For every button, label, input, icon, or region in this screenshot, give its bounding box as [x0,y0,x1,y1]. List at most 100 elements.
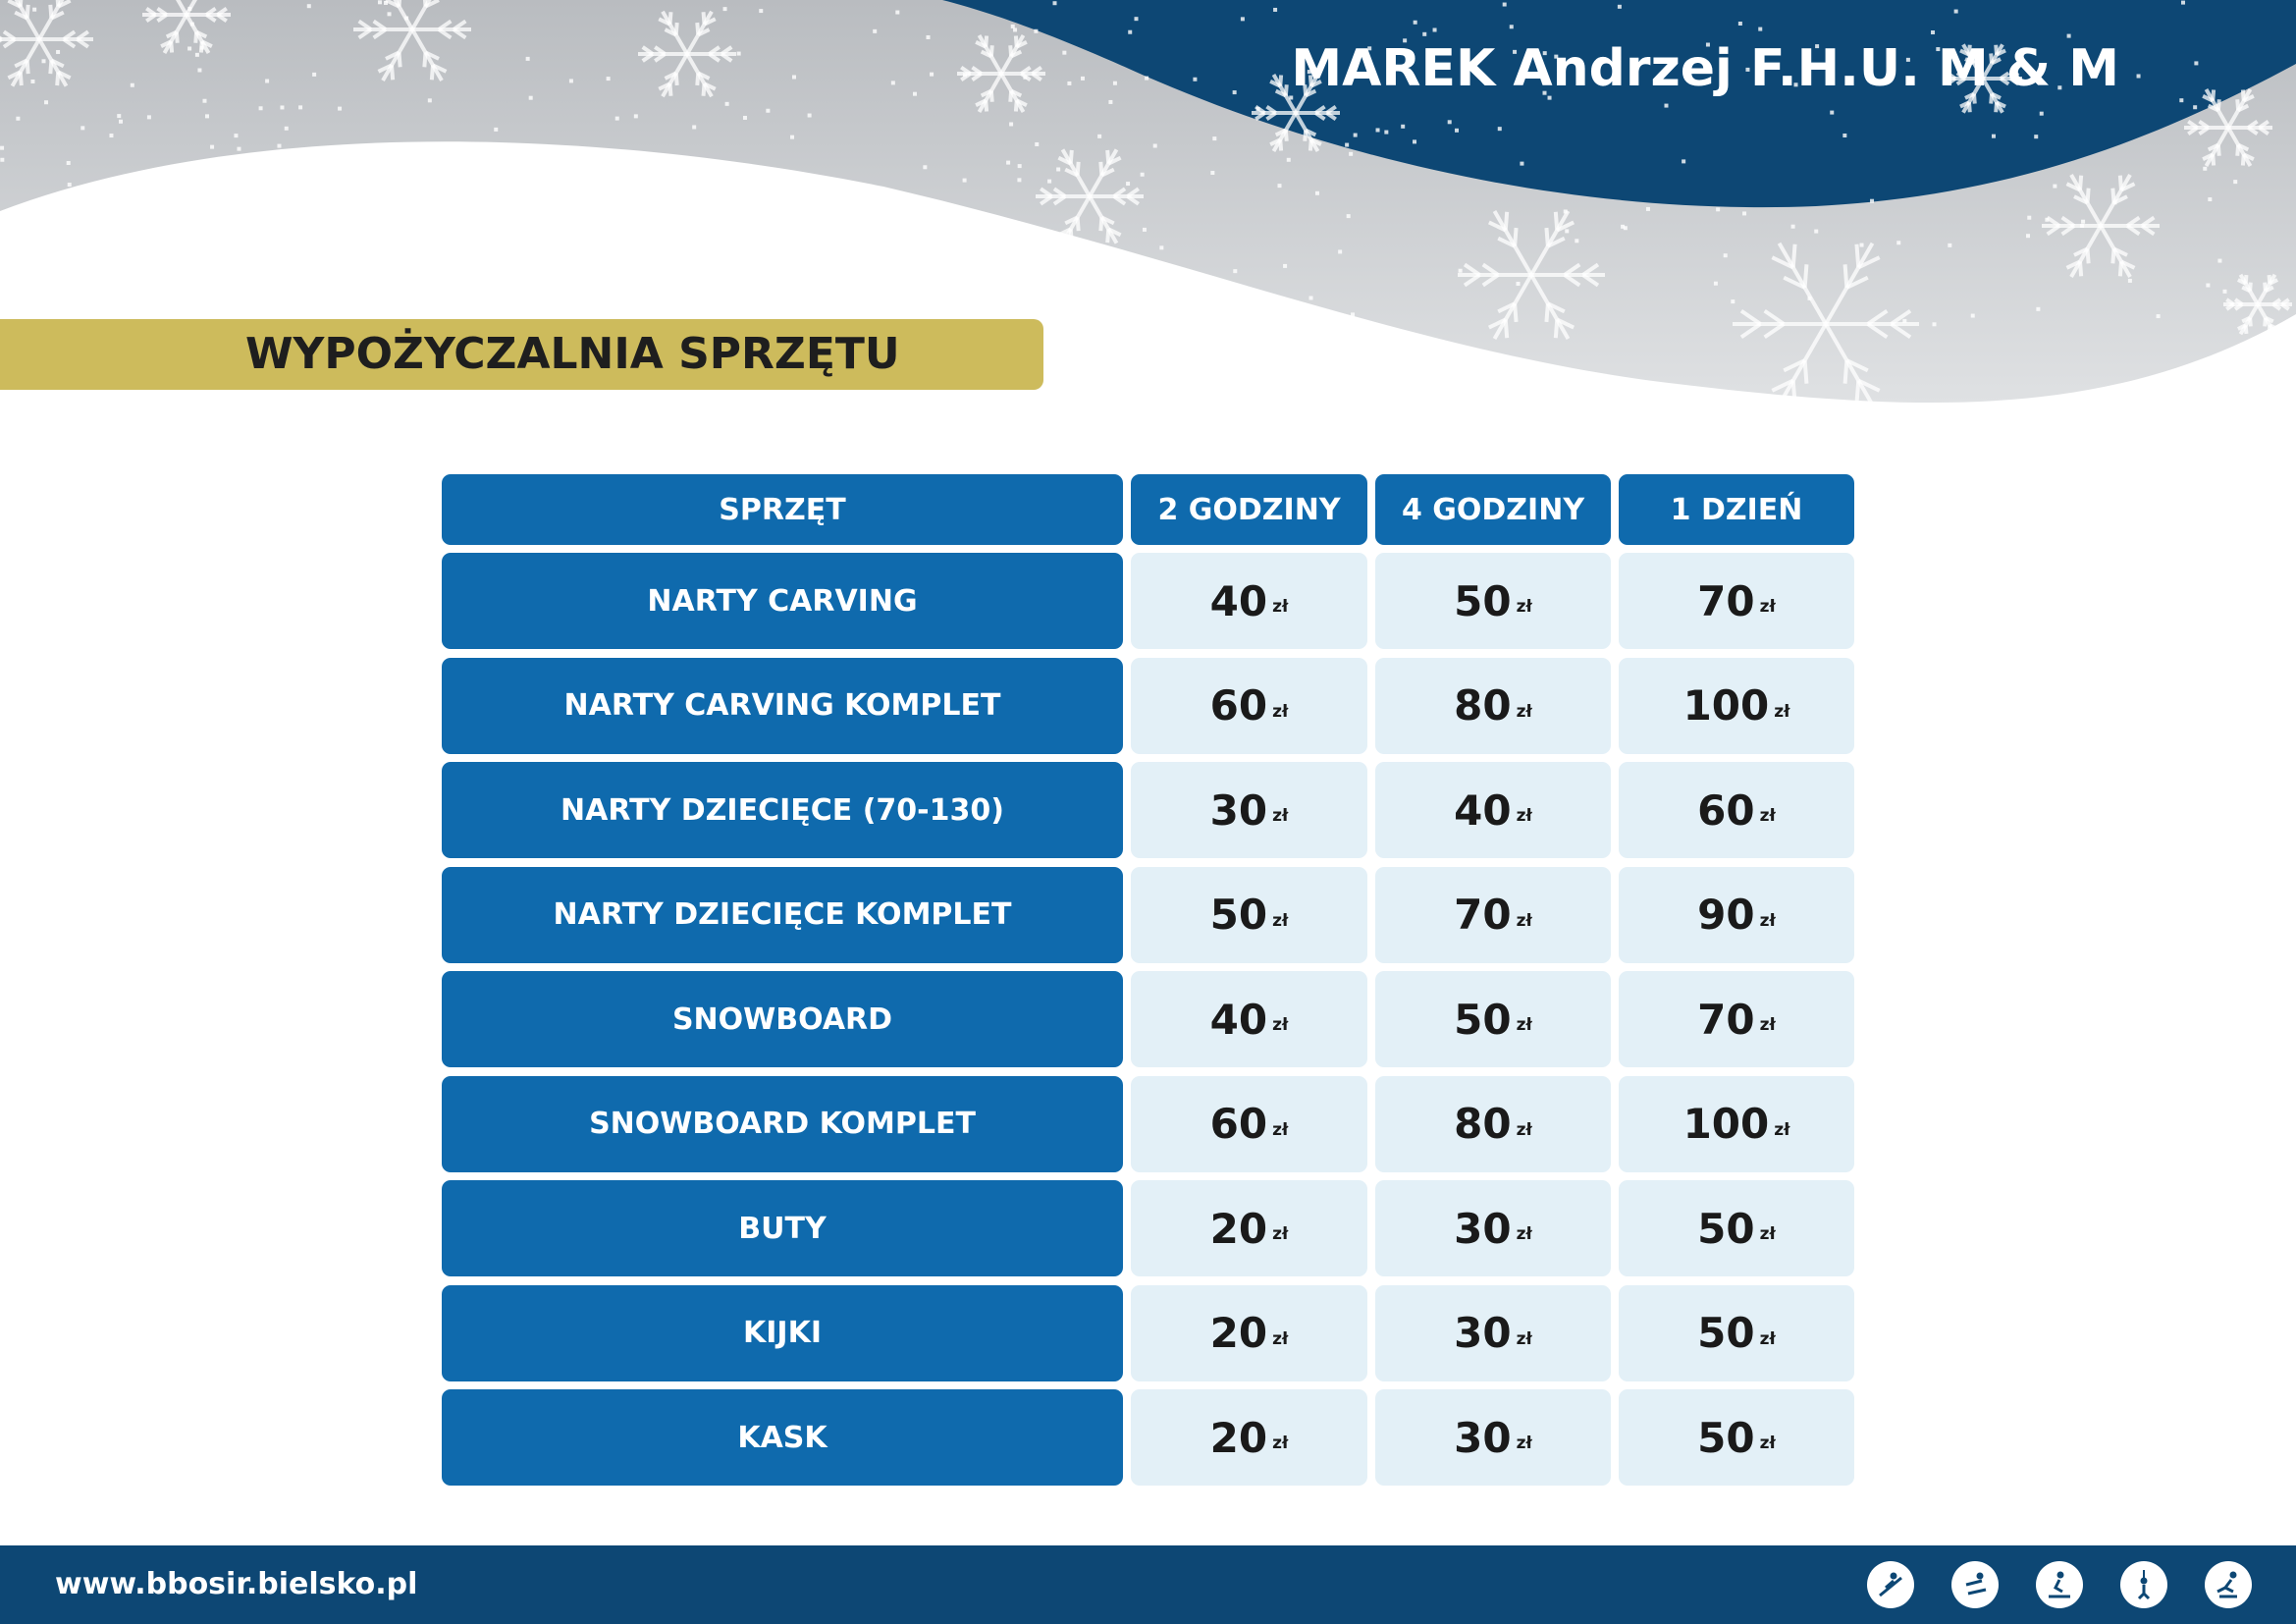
currency-unit: zł [1759,1434,1776,1453]
equipment-name: KIJKI [442,1284,1123,1381]
currency-unit: zł [1759,1224,1776,1244]
snowflake-icon [1036,148,1144,244]
price-value: 50 [1697,1204,1755,1253]
table-header-cell: 2 GODZINY [1131,474,1367,545]
currency-unit: zł [1774,1119,1790,1140]
price-value: 50 [1697,1413,1755,1462]
currency-unit: zł [1272,1119,1289,1140]
price-cell: 60 zł [1131,1075,1367,1172]
price-value: 40 [1209,995,1268,1044]
footer: www.bbosir.bielsko.pl [0,1545,2296,1624]
equipment-name: NARTY CARVING KOMPLET [442,657,1123,754]
currency-unit: zł [1516,1328,1532,1349]
currency-unit: zł [1272,1434,1289,1453]
price-cell: 50 zł [1619,1389,1854,1486]
equipment-name: SNOWBOARD KOMPLET [442,1075,1123,1172]
snowflake-icon [1458,210,1605,340]
currency-unit: zł [1272,910,1289,931]
price-cell: 100 zł [1619,657,1854,754]
price-cell: 50 zł [1375,553,1611,649]
price-cell: 70 zł [1619,971,1854,1067]
price-cell: 70 zł [1375,866,1611,963]
navy-header-wave [942,0,2296,208]
currency-unit: zł [1516,597,1532,617]
currency-unit: zł [1759,597,1776,617]
table-header-cell: 1 DZIEŃ [1619,474,1854,545]
snowflake-icon [0,0,93,87]
price-value: 80 [1454,1100,1512,1148]
currency-unit: zł [1759,1328,1776,1349]
price-cell: 40 zł [1375,762,1611,858]
price-value: 70 [1697,995,1755,1044]
price-value: 70 [1697,576,1755,625]
equipment-name: NARTY DZIECIĘCE (70-130) [442,762,1123,858]
price-value: 60 [1209,1100,1268,1148]
price-value: 50 [1454,995,1512,1044]
equipment-name: SNOWBOARD [442,971,1123,1067]
section-banner: WYPOŻYCZALNIA SPRZĘTU [0,319,1043,390]
skating-icon [2205,1561,2252,1608]
price-value: 30 [1454,1309,1512,1357]
price-cell: 20 zł [1131,1180,1367,1276]
price-cell: 30 zł [1375,1389,1611,1486]
price-value: 20 [1209,1413,1268,1462]
price-cell: 30 zł [1131,762,1367,858]
currency-unit: zł [1759,1015,1776,1035]
price-value: 50 [1454,576,1512,625]
price-cell: 30 zł [1375,1180,1611,1276]
price-value: 30 [1454,1413,1512,1462]
price-cell: 40 zł [1131,971,1367,1067]
snowflake-icon [1733,242,1919,406]
price-value: 30 [1209,785,1268,835]
price-cell: 50 zł [1375,971,1611,1067]
price-cell: 20 zł [1131,1284,1367,1381]
snowflake-icon [2184,88,2272,167]
snowboard-icon [1951,1561,1999,1608]
footer-url[interactable]: www.bbosir.bielsko.pl [55,1567,418,1601]
snowflake-icon [638,10,736,98]
equipment-name: NARTY CARVING [442,553,1123,649]
currency-unit: zł [1272,806,1289,826]
equipment-name: KASK [442,1389,1123,1486]
currency-unit: zł [1516,1119,1532,1140]
ski-lift-icon [2120,1561,2167,1608]
currency-unit: zł [1516,701,1532,722]
price-value: 70 [1454,891,1512,939]
price-cell: 80 zł [1375,657,1611,754]
price-cell: 50 zł [1619,1180,1854,1276]
price-cell: 80 zł [1375,1075,1611,1172]
price-value: 60 [1209,681,1268,730]
currency-unit: zł [1272,1328,1289,1349]
price-value: 80 [1454,681,1512,730]
company-name: MAREK Andrzej F.H.U. M & M [1291,39,2119,98]
price-value: 90 [1697,891,1755,939]
equipment-name: BUTY [442,1180,1123,1276]
price-cell: 60 zł [1131,657,1367,754]
currency-unit: zł [1272,1224,1289,1244]
equipment-name: NARTY DZIECIĘCE KOMPLET [442,866,1123,963]
price-cell: 50 zł [1619,1284,1854,1381]
currency-unit: zł [1516,806,1532,826]
price-value: 60 [1697,785,1755,835]
currency-unit: zł [1516,1015,1532,1035]
price-value: 40 [1209,576,1268,625]
price-cell: 40 zł [1131,553,1367,649]
currency-unit: zł [1516,1224,1532,1244]
currency-unit: zł [1516,1434,1532,1453]
snowflake-icon [1252,74,1340,152]
price-cell: 30 zł [1375,1284,1611,1381]
currency-unit: zł [1516,910,1532,931]
price-cell: 70 zł [1619,553,1854,649]
price-value: 40 [1454,785,1512,835]
price-cell: 100 zł [1619,1075,1854,1172]
price-value: 50 [1697,1309,1755,1357]
currency-unit: zł [1272,1015,1289,1035]
snowflake-icon [353,0,471,81]
table-header-cell: SPRZĘT [442,474,1123,545]
table-header-cell: 4 GODZINY [1375,474,1611,545]
currency-unit: zł [1759,806,1776,826]
price-value: 30 [1454,1204,1512,1253]
price-cell: 20 zł [1131,1389,1367,1486]
price-cell: 50 zł [1131,866,1367,963]
